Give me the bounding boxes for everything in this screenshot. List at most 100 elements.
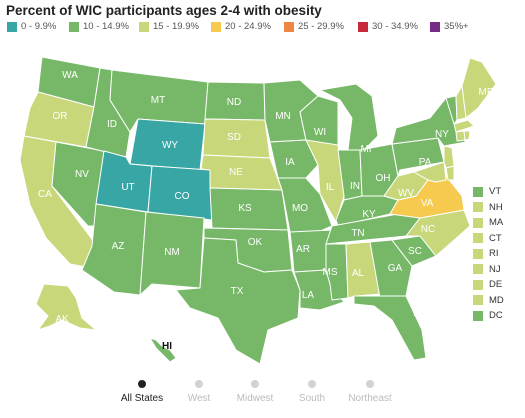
state-il[interactable] bbox=[305, 139, 345, 223]
small-state-ri[interactable]: RI bbox=[473, 246, 523, 262]
nav-south[interactable]: South bbox=[280, 378, 344, 404]
label-wy: WY bbox=[162, 140, 178, 151]
label-ga: GA bbox=[388, 263, 403, 274]
nav-label: West bbox=[187, 393, 211, 404]
state-tx[interactable] bbox=[175, 237, 301, 365]
small-state-de[interactable]: DE bbox=[473, 277, 523, 293]
label-wi: WI bbox=[314, 127, 326, 138]
label-ok: OK bbox=[248, 237, 263, 248]
small-state-dc[interactable]: DC bbox=[473, 308, 523, 324]
legend-label: 0 - 9.9% bbox=[21, 21, 57, 32]
side-label: DE bbox=[489, 279, 503, 291]
legend-item-20-24: 20 - 24.9% bbox=[211, 21, 271, 32]
label-az: AZ bbox=[112, 241, 125, 252]
label-mi: MI bbox=[360, 144, 371, 155]
side-label: CT bbox=[489, 232, 502, 244]
label-la: LA bbox=[302, 290, 315, 301]
legend: 0 - 9.9% 10 - 14.9% 15 - 19.9% 20 - 24.9… bbox=[7, 21, 519, 35]
side-swatch bbox=[473, 202, 483, 213]
label-or: OR bbox=[53, 111, 68, 122]
state-labels: WA OR CA NV ID MT WY UT CO AZ NM ND SD N… bbox=[38, 70, 494, 352]
legend-label: 15 - 19.9% bbox=[153, 21, 199, 32]
nav-label: Midwest bbox=[236, 393, 274, 404]
label-ak: AK bbox=[55, 314, 69, 325]
label-oh: OH bbox=[376, 173, 391, 184]
side-swatch bbox=[473, 295, 483, 306]
legend-item-15-19: 15 - 19.9% bbox=[139, 21, 199, 32]
state-ct[interactable] bbox=[455, 130, 466, 142]
legend-label: 10 - 14.9% bbox=[83, 21, 129, 32]
small-states-legend: VT NH MA CT RI NJ DE MD DC bbox=[473, 184, 523, 324]
side-label: NH bbox=[489, 201, 503, 213]
label-ny: NY bbox=[435, 129, 449, 140]
legend-swatch bbox=[7, 21, 17, 32]
label-ar: AR bbox=[296, 244, 310, 255]
legend-swatch bbox=[139, 21, 149, 32]
legend-item-35-plus: 35%+ bbox=[430, 21, 469, 32]
nav-northeast[interactable]: Northeast bbox=[338, 378, 402, 404]
label-mn: MN bbox=[275, 111, 291, 122]
state-al[interactable] bbox=[345, 241, 381, 299]
nav-label: All States bbox=[120, 393, 164, 404]
label-nm: NM bbox=[164, 247, 180, 258]
label-va: VA bbox=[421, 198, 434, 209]
side-swatch bbox=[473, 233, 483, 244]
small-state-md[interactable]: MD bbox=[473, 293, 523, 309]
nav-dot bbox=[308, 380, 316, 388]
label-co: CO bbox=[175, 191, 190, 202]
state-ri[interactable] bbox=[463, 130, 471, 141]
side-label: RI bbox=[489, 248, 499, 260]
legend-swatch bbox=[358, 21, 368, 32]
legend-swatch bbox=[430, 21, 440, 32]
state-ia[interactable] bbox=[269, 139, 319, 179]
side-swatch bbox=[473, 279, 483, 290]
label-ne: NE bbox=[229, 167, 243, 178]
label-nd: ND bbox=[227, 97, 241, 108]
nav-dot bbox=[195, 380, 203, 388]
state-de[interactable] bbox=[445, 165, 455, 181]
label-id: ID bbox=[107, 119, 117, 130]
label-sd: SD bbox=[227, 132, 241, 143]
state-ak[interactable] bbox=[35, 283, 97, 331]
state-fl[interactable] bbox=[353, 295, 427, 361]
region-nav: All States West Midwest South Northeast bbox=[108, 378, 408, 414]
label-ms: MS bbox=[323, 267, 338, 278]
label-tx: TX bbox=[231, 286, 244, 297]
small-state-nh[interactable]: NH bbox=[473, 200, 523, 216]
nav-dot bbox=[138, 380, 146, 388]
state-nm[interactable] bbox=[139, 211, 205, 296]
label-nv: NV bbox=[75, 169, 89, 180]
nav-dot bbox=[251, 380, 259, 388]
state-hi[interactable] bbox=[149, 337, 177, 363]
side-swatch bbox=[473, 310, 483, 321]
side-swatch bbox=[473, 217, 483, 228]
state-ga[interactable] bbox=[369, 239, 413, 299]
state-wi[interactable] bbox=[299, 95, 339, 151]
side-label: DC bbox=[489, 310, 503, 322]
nav-label: South bbox=[298, 393, 326, 404]
legend-swatch bbox=[211, 21, 221, 32]
nav-west[interactable]: West bbox=[167, 378, 231, 404]
label-ca: CA bbox=[38, 189, 52, 200]
state-mo[interactable] bbox=[277, 177, 333, 233]
small-state-ct[interactable]: CT bbox=[473, 231, 523, 247]
label-ut: UT bbox=[121, 182, 134, 193]
state-nj[interactable] bbox=[443, 145, 455, 169]
label-in: IN bbox=[350, 181, 360, 192]
label-tn: TN bbox=[351, 228, 364, 239]
side-label: MA bbox=[489, 217, 504, 229]
small-state-ma[interactable]: MA bbox=[473, 215, 523, 231]
state-ma[interactable] bbox=[453, 119, 475, 133]
legend-item-0-9: 0 - 9.9% bbox=[7, 21, 56, 32]
legend-label: 30 - 34.9% bbox=[372, 21, 418, 32]
nav-midwest[interactable]: Midwest bbox=[223, 378, 287, 404]
nav-all-states[interactable]: All States bbox=[110, 378, 174, 404]
side-swatch bbox=[473, 248, 483, 259]
small-state-vt[interactable]: VT bbox=[473, 184, 523, 200]
state-md[interactable] bbox=[413, 161, 447, 183]
small-state-nj[interactable]: NJ bbox=[473, 262, 523, 278]
legend-label: 25 - 29.9% bbox=[298, 21, 344, 32]
state-me[interactable] bbox=[461, 57, 497, 119]
label-sc: SC bbox=[408, 246, 422, 257]
label-fl: FL bbox=[413, 308, 425, 319]
